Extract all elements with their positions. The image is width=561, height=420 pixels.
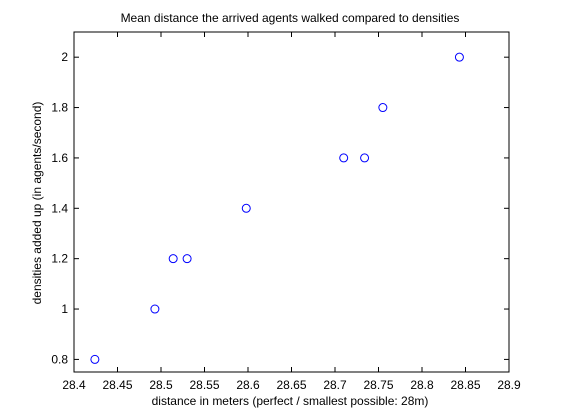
- y-tick-label: 2: [61, 50, 68, 64]
- x-axis-ticks: 28.4 28.45 28.5 28.55 28.6 28.65 28.7 28.75 28.8…: [62, 32, 521, 392]
- data-point: [339, 153, 349, 163]
- data-points: [90, 52, 464, 364]
- data-point: [90, 354, 100, 364]
- data-point: [182, 254, 192, 264]
- y-tick-label: 0.8: [51, 352, 68, 366]
- chart-title: Mean distance the arrived agents walked …: [121, 11, 460, 25]
- data-point: [360, 153, 370, 163]
- y-axis-label: densities added up (in agents/second): [30, 102, 44, 305]
- data-point: [168, 254, 178, 264]
- x-tick-label: 28.55: [189, 378, 219, 392]
- y-tick-label: 1.2: [51, 252, 68, 266]
- x-axis-label: distance in meters (perfect / smallest p…: [152, 394, 429, 408]
- x-tick-label: 28.8: [410, 378, 434, 392]
- y-axis-ticks: 0.8 1 1.2 1.4 1.6 1.8 2: [51, 50, 509, 366]
- y-tick-label: 1.6: [51, 151, 68, 165]
- x-tick-label: 28.5: [149, 378, 173, 392]
- x-tick-label: 28.9: [497, 378, 521, 392]
- x-tick-label: 28.65: [276, 378, 306, 392]
- data-point: [241, 203, 251, 213]
- plot-area: [73, 31, 510, 373]
- y-tick-label: 1.4: [51, 201, 68, 215]
- data-point: [378, 103, 388, 113]
- x-tick-label: 28.75: [363, 378, 393, 392]
- data-point: [454, 52, 464, 62]
- y-tick-label: 1: [61, 302, 68, 316]
- x-tick-label: 28.6: [236, 378, 260, 392]
- x-tick-label: 28.45: [102, 378, 132, 392]
- x-tick-label: 28.7: [323, 378, 347, 392]
- y-tick-label: 1.8: [51, 101, 68, 115]
- x-tick-label: 28.85: [450, 378, 480, 392]
- x-tick-label: 28.4: [62, 378, 86, 392]
- data-point: [150, 304, 160, 314]
